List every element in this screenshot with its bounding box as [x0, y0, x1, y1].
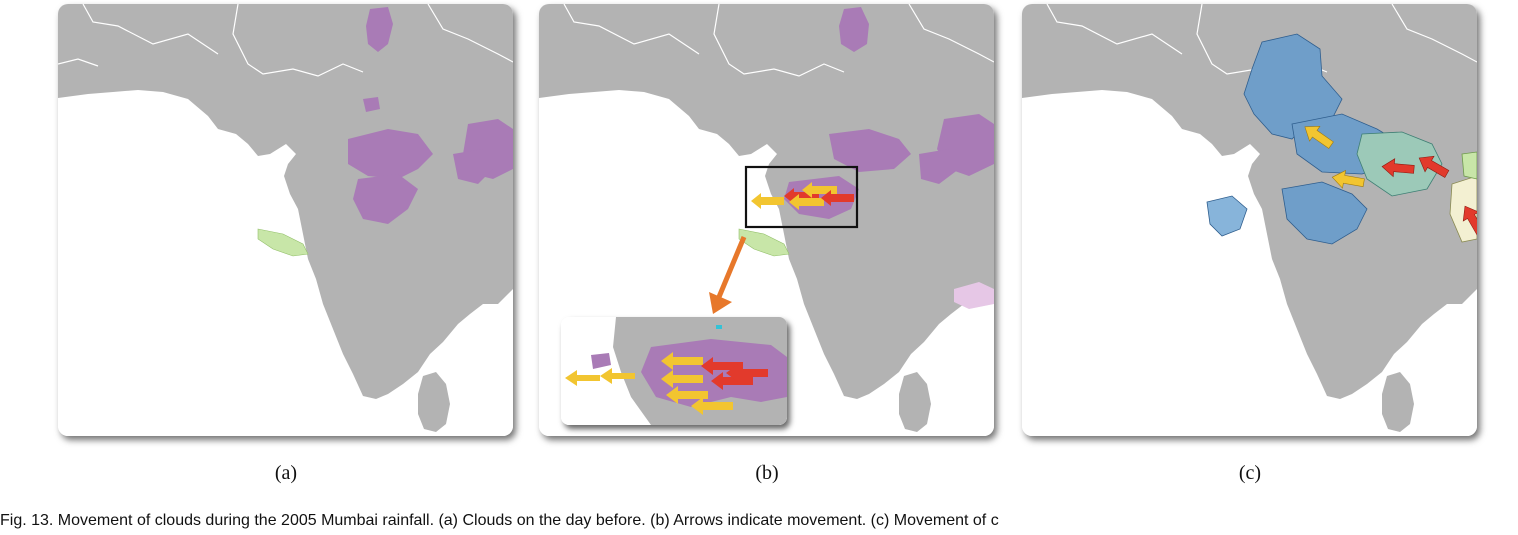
zoom-inset [561, 317, 787, 425]
panel-c-label: (c) [1238, 462, 1262, 484]
cloud-north [839, 7, 869, 52]
land-mass [58, 4, 513, 399]
figure-caption: Fig. 13. Movement of clouds during the 2… [0, 512, 999, 529]
zoom-box [744, 165, 859, 229]
india-map-a [58, 4, 513, 436]
callout-arrowhead [709, 292, 732, 314]
inset-arrows [565, 352, 768, 415]
cloud-east-b [919, 149, 959, 184]
cloud-blue-south [1281, 181, 1368, 245]
panel-c-map [1022, 4, 1477, 436]
cloud-central-a [348, 129, 433, 179]
land-mass [1022, 4, 1477, 399]
arrow-red-edge [1462, 205, 1477, 237]
cloud-central-b [353, 174, 418, 224]
arrow-yellow-nw [1304, 126, 1334, 149]
arrow-cluster-b [751, 182, 854, 210]
cloud-north [366, 7, 393, 52]
cloud-small [363, 97, 380, 112]
arrow-yellow-w [1331, 169, 1365, 189]
cloud-east-b [453, 149, 493, 184]
cloud-mumbai [784, 176, 859, 219]
cloud-green-west [257, 228, 309, 257]
sri-lanka [1382, 372, 1414, 432]
arrow-red-w [1381, 158, 1415, 178]
cloud-central-a [829, 129, 911, 172]
panel-a-map [58, 4, 513, 436]
land-mass [539, 4, 994, 399]
panel-b-label: (b) [755, 462, 779, 484]
sri-lanka [899, 372, 931, 432]
cloud-blue-west [1206, 195, 1248, 237]
panel-a-label: (a) [274, 462, 298, 484]
cloud-pink-east [954, 282, 994, 309]
sri-lanka [418, 372, 450, 432]
cloud-green-east [1461, 151, 1477, 180]
panel-b-map [539, 4, 994, 436]
india-map-c [1022, 4, 1477, 436]
arrow-red-nw [1418, 155, 1450, 178]
